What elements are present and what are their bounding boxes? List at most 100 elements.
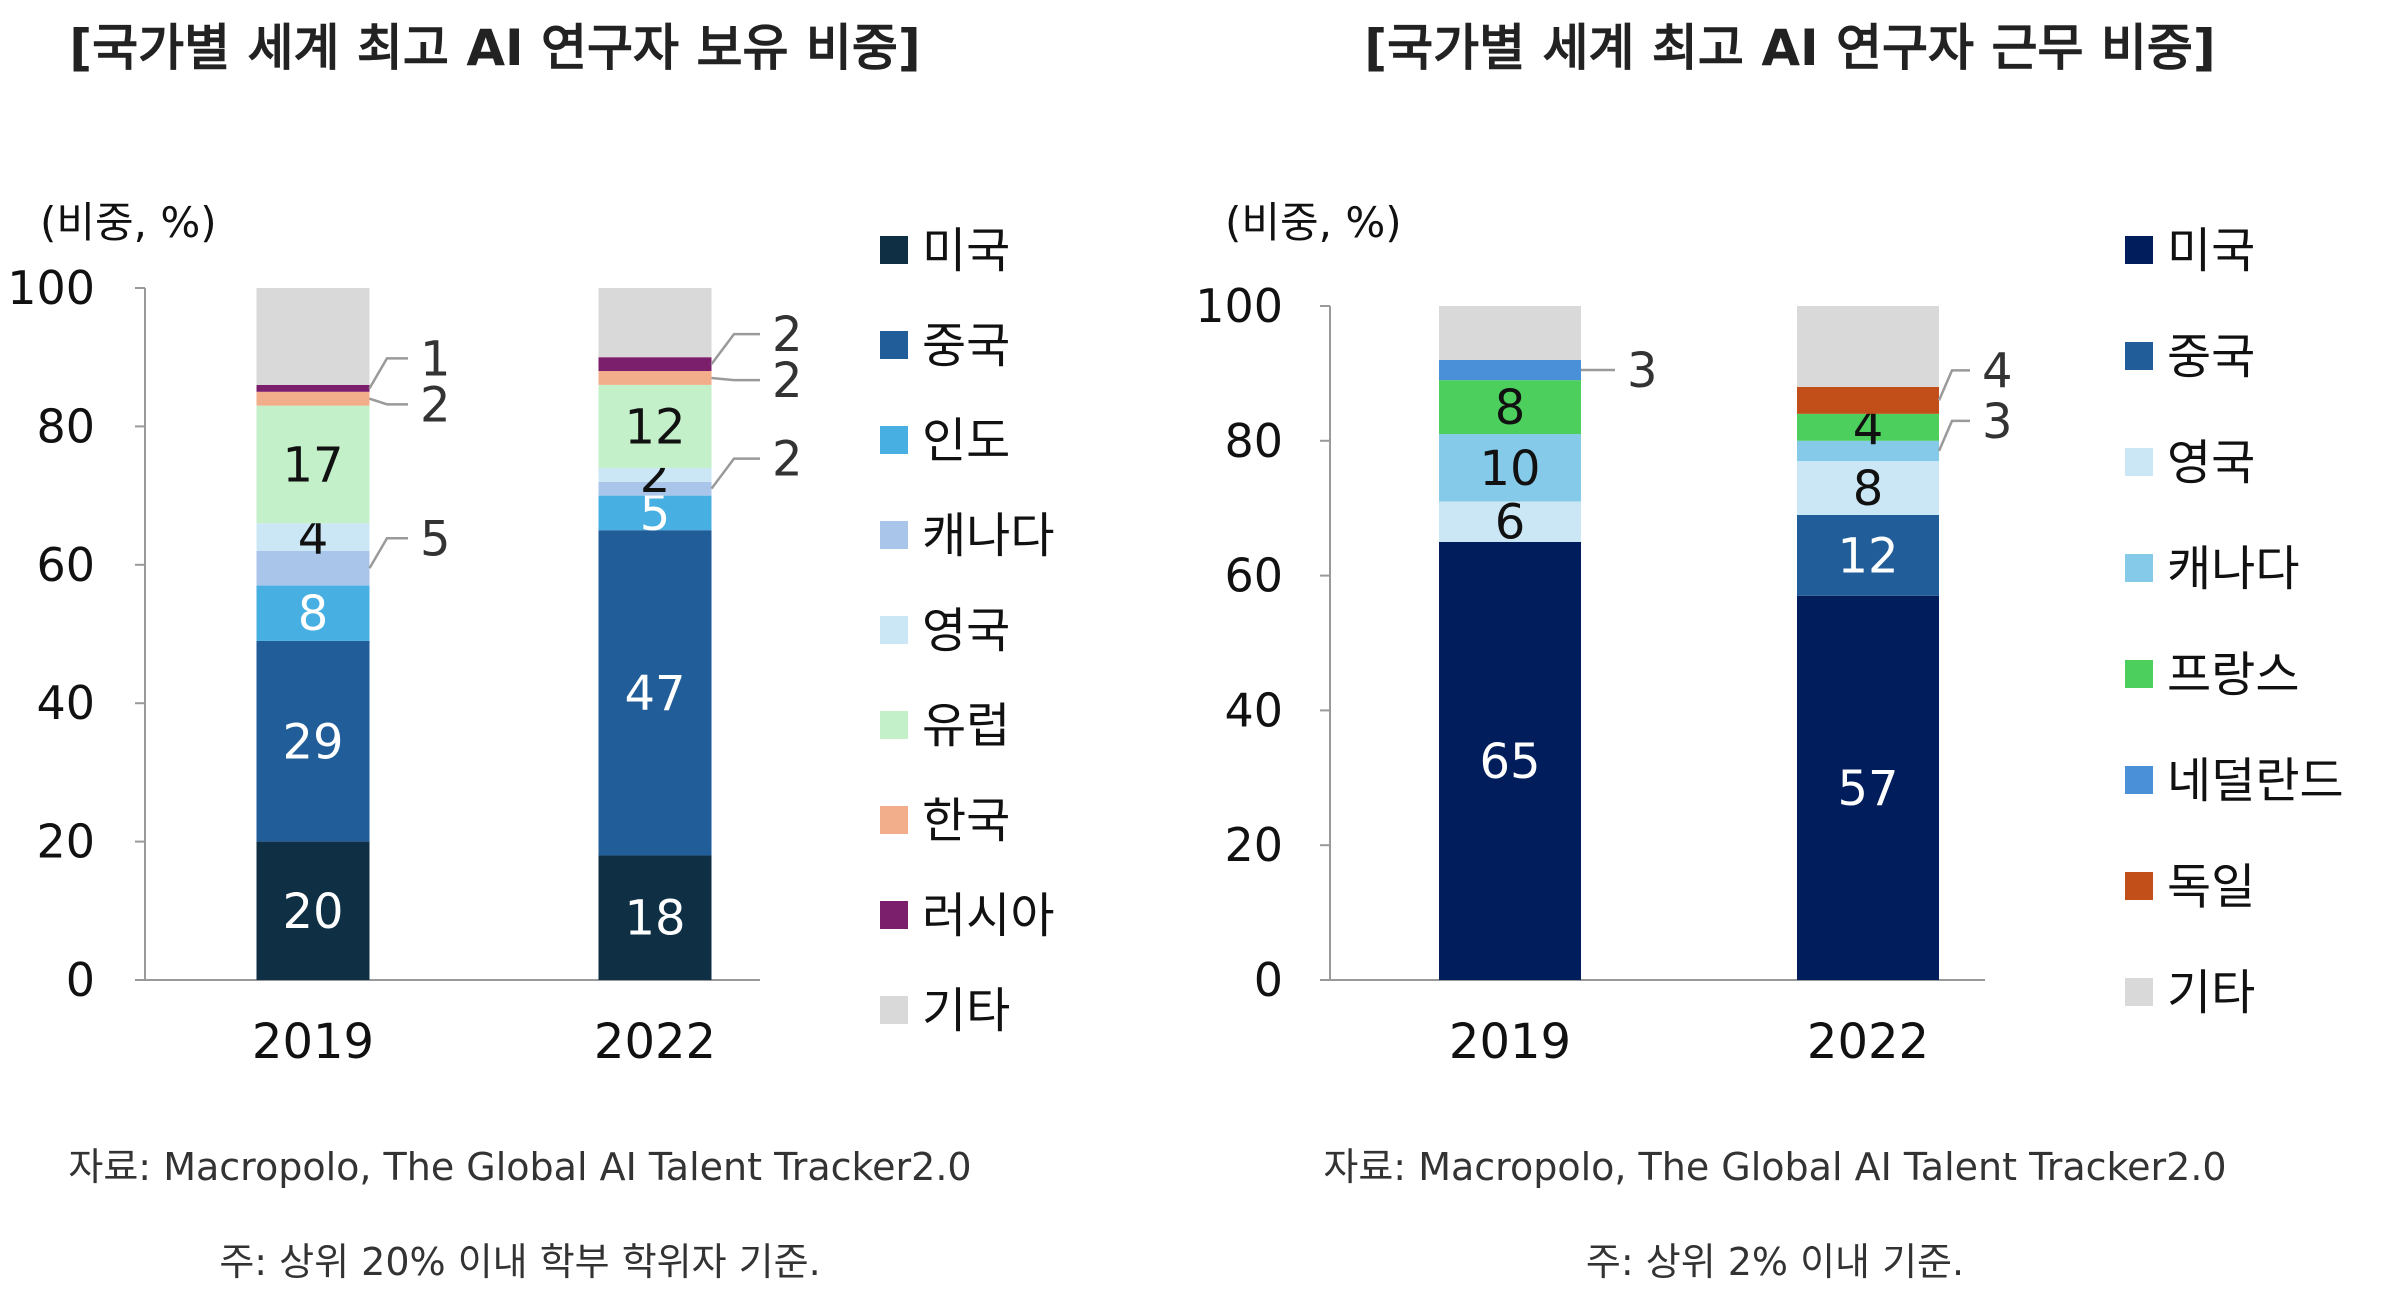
data-label: 20 (282, 884, 343, 940)
callout-leader-line (711, 376, 760, 382)
legend-swatch (880, 331, 908, 359)
y-tick-label: 20 (36, 815, 95, 869)
data-label: 12 (624, 399, 685, 455)
x-tick-label: 2019 (252, 1014, 374, 1070)
legend-swatch (2125, 660, 2153, 688)
bar-segment-한국-2022 (598, 371, 712, 385)
callout-label: 2 (420, 377, 451, 433)
legend-label: 캐나다 (922, 508, 1054, 564)
bar-segment-캐나다-2022 (598, 481, 712, 496)
data-label: 12 (1837, 528, 1898, 584)
note-left: 주: 상위 20% 이내 학부 학위자 기준. (219, 1240, 820, 1284)
data-label: 8 (298, 586, 329, 642)
bar-segment-영국-2022 (1797, 461, 1939, 515)
legend-swatch (880, 996, 908, 1024)
bar-segment-캐나다-2022 (1797, 440, 1939, 462)
bar-segment-유럽-2022 (598, 384, 712, 468)
data-label: 18 (624, 891, 685, 947)
legend-swatch (880, 426, 908, 454)
legend-swatch (880, 901, 908, 929)
y-tick-label: 60 (1224, 549, 1283, 603)
source-left: 자료: Macropolo, The Global AI Talent Trac… (68, 1145, 971, 1189)
legend-swatch (2125, 448, 2153, 476)
legend-label: 영국 (922, 603, 1010, 659)
callout-label: 1 (420, 331, 451, 387)
bar-segment-인도-2022 (598, 495, 712, 531)
bar-segment-캐나다-2019 (256, 550, 370, 586)
callout-leader-line (368, 537, 408, 569)
bar-segment-네덜란드-2019 (1439, 359, 1581, 381)
bar-segment-영국-2022 (598, 467, 712, 482)
callout-label: 2 (772, 307, 803, 363)
legend-swatch (2125, 978, 2153, 1006)
bar-segment-독일-2022 (1797, 386, 1939, 414)
stacked-bar-chart-left: 0204060801002029841720191847521220221252… (7, 223, 1054, 1070)
legend-swatch (880, 236, 908, 264)
source-right: 자료: Macropolo, The Global AI Talent Trac… (1323, 1145, 2226, 1189)
callout-label: 4 (1982, 343, 2013, 399)
y-tick-label: 100 (1195, 279, 1283, 333)
legend-label: 유럽 (922, 698, 1010, 754)
y-tick-label: 40 (36, 676, 95, 730)
callout-label: 3 (1982, 394, 2013, 450)
callout-leader-line (710, 332, 760, 365)
callout-label: 2 (772, 432, 803, 488)
bar-segment-캐나다-2019 (1439, 434, 1581, 502)
bar-segment-중국-2022 (1797, 514, 1939, 596)
callout-label: 2 (772, 353, 803, 409)
legend-swatch (880, 711, 908, 739)
legend-label: 중국 (922, 318, 1010, 374)
bar-segment-프랑스-2022 (1797, 413, 1939, 441)
y-tick-label: 80 (1224, 414, 1283, 468)
legend-label: 기타 (2167, 965, 2255, 1021)
y-tick-label: 60 (36, 538, 95, 592)
legend-label: 네덜란드 (2167, 753, 2344, 809)
callout-leader-line (369, 397, 408, 406)
data-label: 47 (624, 666, 685, 722)
data-label: 29 (282, 714, 343, 770)
bar-segment-미국-2022 (1797, 595, 1939, 980)
unit-label-left: (비중, %) (40, 198, 217, 247)
y-tick-label: 40 (1224, 683, 1283, 737)
data-label: 65 (1479, 734, 1540, 790)
bar-segment-중국-2022 (598, 530, 712, 856)
y-tick-label: 20 (1224, 818, 1283, 872)
y-tick-label: 0 (1254, 953, 1283, 1007)
bar-segment-영국-2019 (256, 523, 370, 551)
callout-label: 5 (420, 511, 451, 567)
bar-segment-미국-2019 (1439, 541, 1581, 980)
legend-swatch (2125, 236, 2153, 264)
legend-swatch (880, 616, 908, 644)
legend-label: 캐나다 (2167, 541, 2299, 597)
data-label: 6 (1495, 495, 1526, 551)
chart-title-right: [국가별 세계 최고 AI 연구자 근무 비중] (1364, 19, 2215, 77)
bar-segment-미국-2019 (256, 841, 370, 980)
callout-leader-line (1937, 369, 1970, 401)
bar-segment-영국-2019 (1439, 501, 1581, 542)
legend-swatch (880, 521, 908, 549)
x-tick-label: 2019 (1449, 1014, 1571, 1070)
legend-label: 프랑스 (2167, 647, 2299, 703)
unit-label-right: (비중, %) (1225, 198, 1402, 247)
y-tick-label: 0 (66, 953, 95, 1007)
legend-label: 한국 (922, 793, 1010, 849)
data-label: 57 (1837, 761, 1898, 817)
bar-segment-프랑스-2019 (1439, 380, 1581, 435)
chart-title-left: [국가별 세계 최고 AI 연구자 보유 비중] (69, 19, 920, 77)
bar-segment-기타-2022 (598, 288, 712, 358)
callout-leader-line (368, 357, 408, 389)
legend-label: 인도 (922, 413, 1010, 469)
bar-segment-인도-2019 (256, 585, 370, 641)
bar-segment-중국-2019 (256, 640, 370, 842)
y-tick-label: 100 (7, 261, 95, 315)
legend-swatch (880, 806, 908, 834)
note-right: 주: 상위 2% 이내 기준. (1586, 1240, 1964, 1284)
x-tick-label: 2022 (1807, 1014, 1929, 1070)
legend-label: 미국 (2167, 223, 2255, 279)
bar-segment-러시아-2022 (598, 357, 712, 372)
callout-label: 3 (1627, 343, 1658, 399)
data-label: 17 (282, 437, 343, 493)
legend-swatch (2125, 766, 2153, 794)
